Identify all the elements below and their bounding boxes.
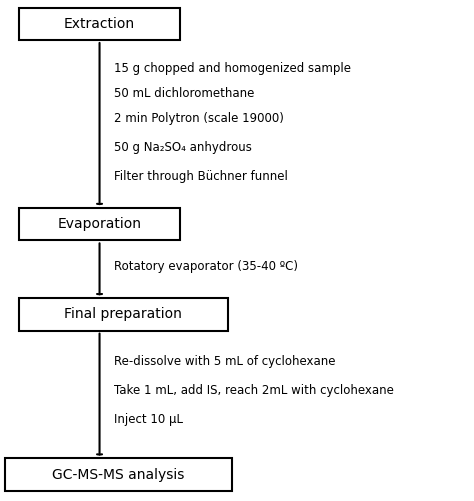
Text: 2 min Polytron (scale 19000): 2 min Polytron (scale 19000) [114, 112, 283, 125]
Text: Evaporation: Evaporation [57, 217, 142, 231]
FancyBboxPatch shape [19, 298, 228, 331]
Text: Final preparation: Final preparation [64, 308, 182, 321]
Text: 50 g Na₂SO₄ anhydrous: 50 g Na₂SO₄ anhydrous [114, 141, 252, 154]
Text: Inject 10 μL: Inject 10 μL [114, 413, 183, 426]
FancyBboxPatch shape [5, 458, 232, 491]
Text: GC-MS-MS analysis: GC-MS-MS analysis [52, 468, 185, 481]
Text: Filter through Büchner funnel: Filter through Büchner funnel [114, 170, 288, 183]
Text: 50 mL dichloromethane: 50 mL dichloromethane [114, 87, 254, 100]
Text: Rotatory evaporator (35-40 ºC): Rotatory evaporator (35-40 ºC) [114, 260, 298, 273]
Text: Extraction: Extraction [64, 17, 135, 31]
Text: Take 1 mL, add IS, reach 2mL with cyclohexane: Take 1 mL, add IS, reach 2mL with cycloh… [114, 384, 393, 397]
FancyBboxPatch shape [19, 8, 180, 40]
FancyBboxPatch shape [19, 208, 180, 240]
Text: 15 g chopped and homogenized sample: 15 g chopped and homogenized sample [114, 62, 351, 75]
Text: Re-dissolve with 5 mL of cyclohexane: Re-dissolve with 5 mL of cyclohexane [114, 355, 335, 368]
